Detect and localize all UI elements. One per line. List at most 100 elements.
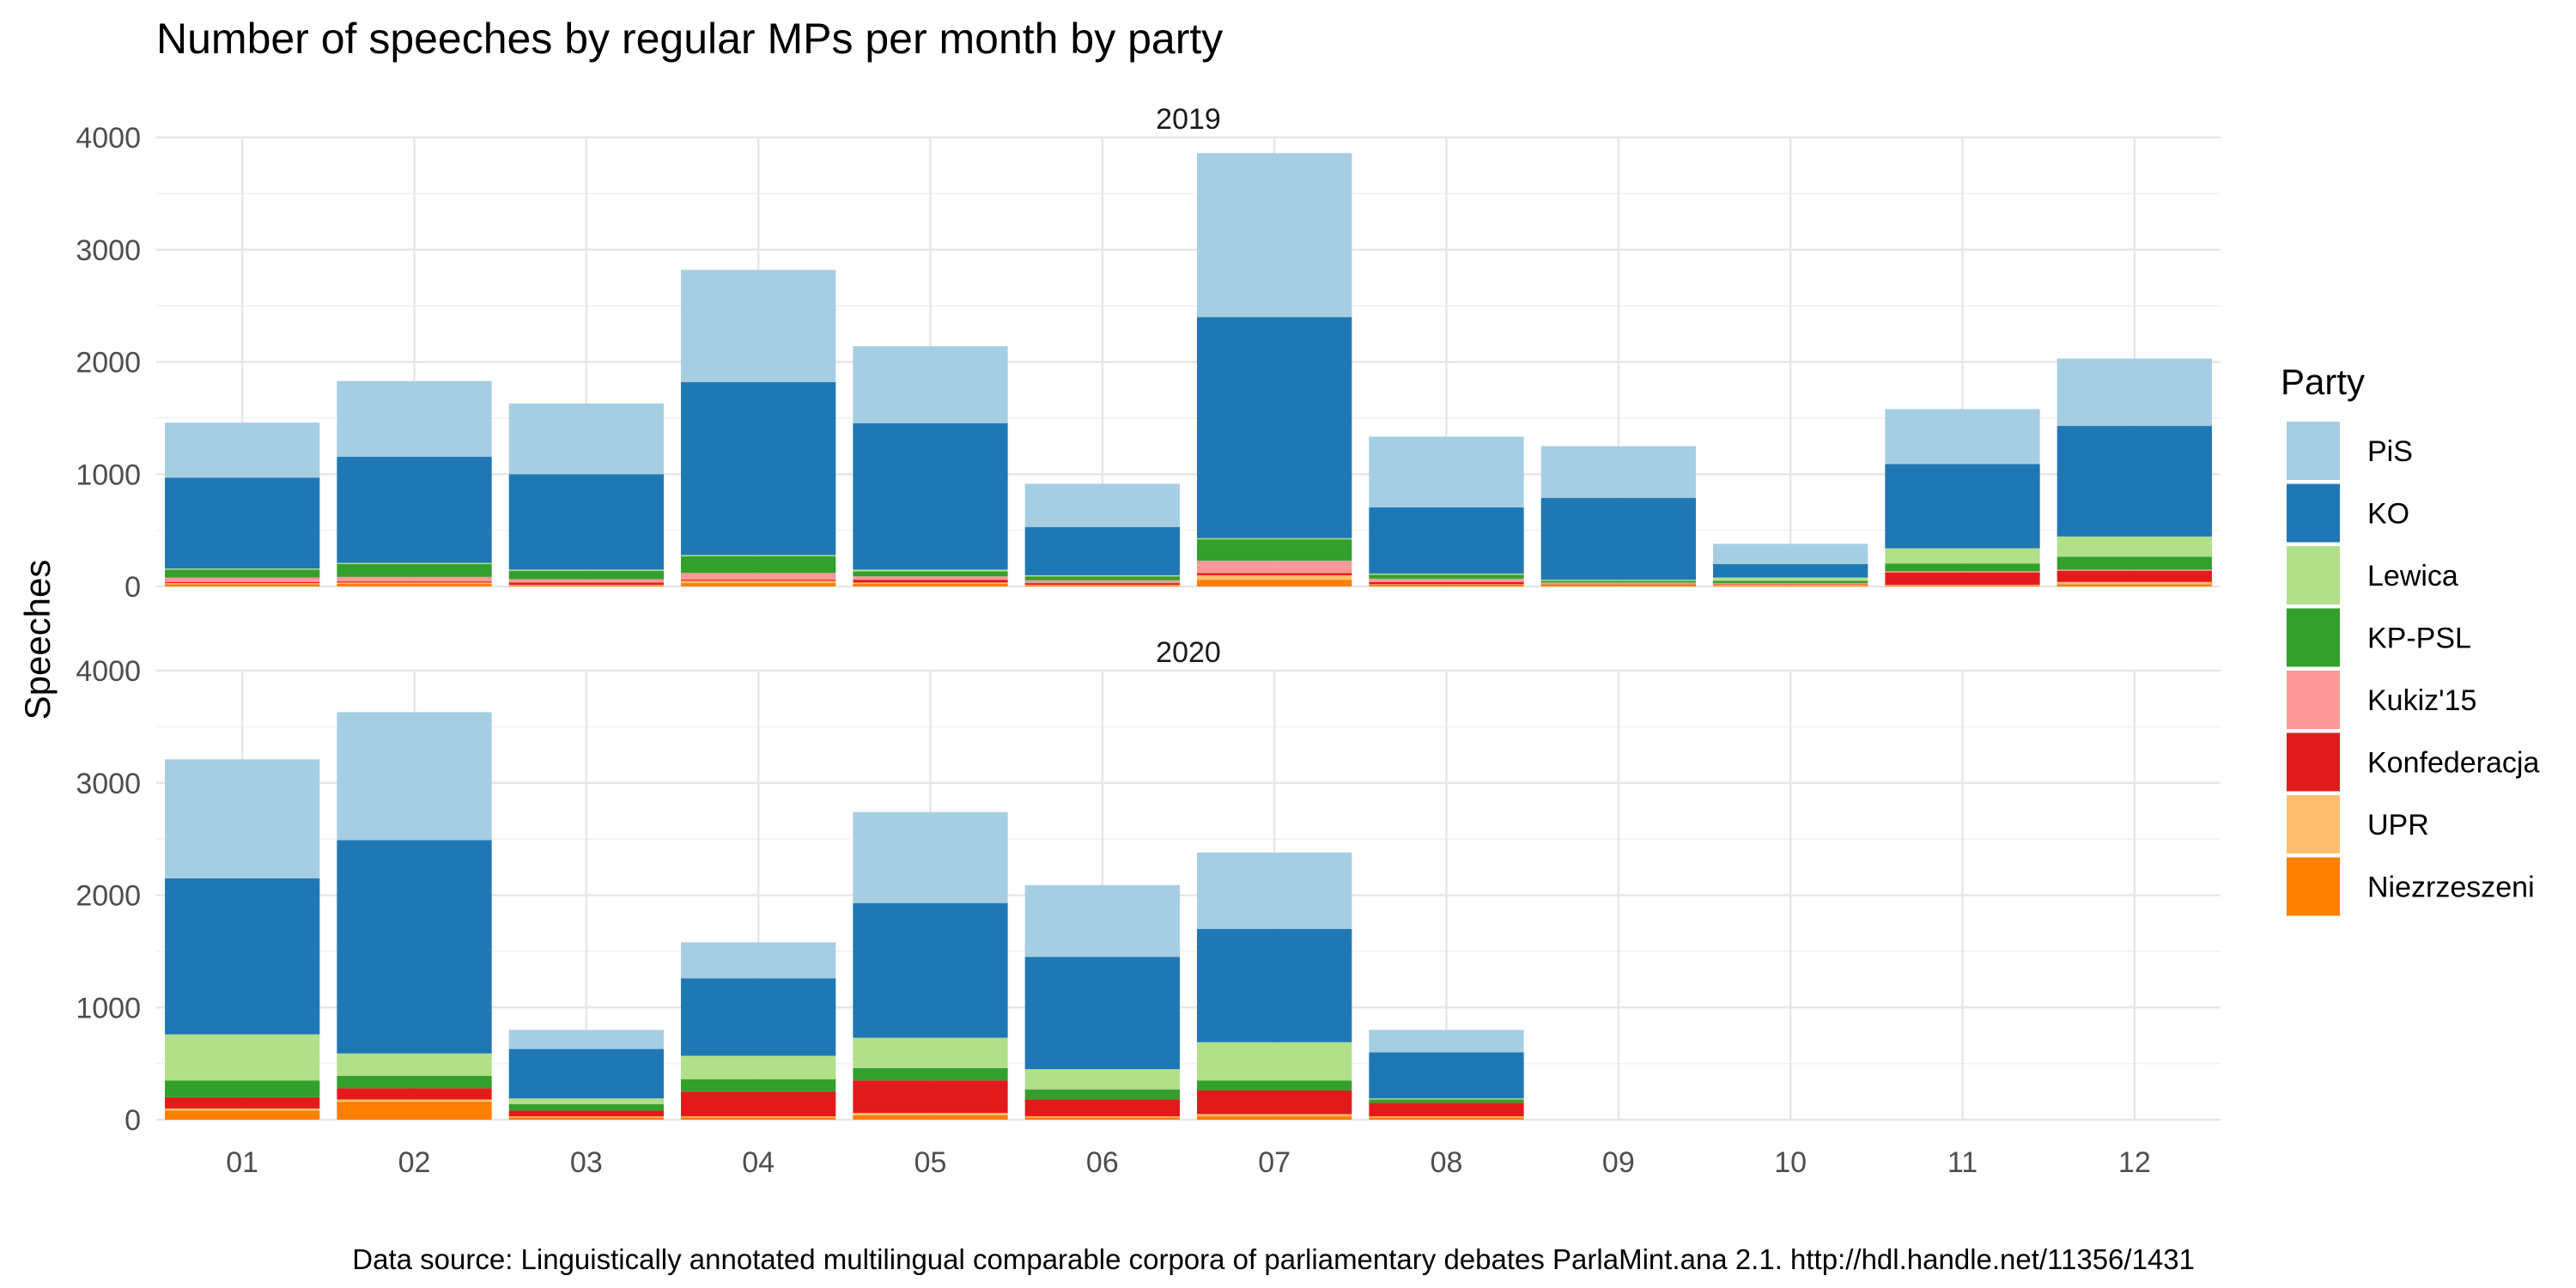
bar-stack-2019-08 [1369, 436, 1524, 586]
bar-pis [853, 346, 1008, 423]
bar-konfederacja [1024, 583, 1180, 586]
bar-kp-psl [853, 1067, 1008, 1081]
bar-upr [853, 1113, 1008, 1115]
bar-niezrzeszeni [853, 1115, 1008, 1120]
bar-kp-psl [337, 1076, 492, 1089]
bar-lewica [1885, 548, 2040, 564]
bar-kp-psl [1197, 539, 1352, 561]
bar-kp-psl [508, 570, 664, 580]
y-tick-label: 3000 [76, 768, 141, 800]
bar-konfederacja [165, 1097, 320, 1109]
x-tick-label: 07 [1258, 1146, 1291, 1179]
bar-pis [337, 712, 492, 841]
bar-ko [1197, 928, 1352, 1042]
y-tick-label: 0 [125, 1104, 141, 1137]
bar-lewica [165, 1034, 320, 1081]
bar-ko [1024, 957, 1180, 1070]
bar-kp-psl [337, 563, 492, 577]
bar-konfederacja [1369, 581, 1524, 585]
bar-ko [853, 902, 1008, 1038]
x-tick-label: 02 [398, 1146, 431, 1179]
legend-label: UPR [2367, 809, 2429, 841]
x-tick-label: 09 [1602, 1146, 1635, 1179]
bar-lewica [853, 569, 1008, 572]
bar-upr [2057, 581, 2212, 585]
bar-kukiz-15 [337, 576, 492, 582]
legend-item-pis: PiS [2287, 422, 2413, 480]
legend-title: Party [2281, 361, 2365, 402]
bar-stack-2019-03 [508, 403, 664, 586]
y-axis-label: Speeches [17, 560, 58, 720]
bar-niezrzeszeni [2057, 584, 2212, 586]
bar-lewica [508, 1098, 664, 1104]
bar-konfederacja [853, 580, 1008, 583]
bar-lewica [1197, 1042, 1352, 1081]
bar-ko [337, 840, 492, 1054]
bar-stack-2019-11 [1885, 409, 2040, 586]
bar-upr [165, 1108, 320, 1111]
bar-pis [1024, 884, 1180, 957]
bar-pis [508, 1030, 664, 1049]
bar-lewica [681, 1055, 836, 1079]
legend-label: Niezrzeszeni [2367, 872, 2535, 904]
facet-panels: 2019 0 1000 2000 3000 4000 2020 0 1000 2000 3000 40… [76, 103, 2221, 1137]
bar-stack-2019-01 [165, 422, 320, 586]
bar-pis [1197, 153, 1352, 318]
bar-kukiz-15 [2057, 569, 2212, 571]
legend-item-upr: UPR [2287, 795, 2429, 854]
legend-key [2287, 857, 2340, 916]
bar-konfederacja [508, 1110, 664, 1117]
bar-upr [1369, 1116, 1524, 1118]
bar-pis [165, 422, 320, 478]
legend: Party PiS KO Lewica KP-PSL Kukiz'15 Konfedera… [2281, 361, 2539, 916]
bar-lewica [1369, 1098, 1524, 1100]
bar-pis [681, 942, 836, 979]
bar-upr [681, 1116, 836, 1118]
bar-kp-psl [1885, 563, 2040, 572]
bar-upr [337, 1099, 492, 1103]
bar-niezrzeszeni [853, 583, 1008, 586]
bar-kp-psl [1024, 1089, 1180, 1100]
x-axis: 01 02 03 04 05 06 07 08 09 10 11 12 [226, 1146, 2150, 1179]
bar-stack-2020-05 [853, 811, 1008, 1120]
bar-konfederacja [1885, 572, 2040, 586]
bar-upr [1197, 574, 1352, 580]
legend-item-niezrzeszeni: Niezrzeszeni [2287, 857, 2535, 916]
bar-upr [1024, 585, 1180, 586]
bar-upr [1540, 584, 1696, 586]
bar-lewica [681, 555, 836, 556]
panel-label: 2019 [1156, 103, 1221, 136]
bar-stack-2020-01 [165, 759, 320, 1120]
bar-konfederacja [165, 581, 320, 584]
bar-pis [1024, 483, 1180, 527]
legend-label: KP-PSL [2367, 623, 2471, 655]
bar-ko [508, 474, 664, 570]
bar-kp-psl [508, 1103, 664, 1111]
bar-konfederacja [681, 1091, 836, 1117]
bar-pis [1885, 409, 2040, 465]
bar-upr [853, 582, 1008, 584]
x-tick-label: 10 [1774, 1146, 1807, 1179]
bar-stack-2020-06 [1024, 884, 1180, 1120]
bar-ko [1713, 563, 1868, 578]
bar-stack-2020-08 [1369, 1030, 1524, 1120]
bar-konfederacja [1024, 1099, 1180, 1117]
bar-kukiz-15 [1024, 580, 1180, 584]
bar-stack-2020-03 [508, 1030, 664, 1120]
bar-stack-2019-02 [337, 380, 492, 586]
legend-key [2287, 483, 2340, 543]
bar-lewica [1713, 577, 1868, 581]
bar-konfederacja [853, 1080, 1008, 1114]
bar-niezrzeszeni [508, 1117, 664, 1120]
bar-kukiz-15 [1197, 560, 1352, 574]
legend-key [2287, 732, 2340, 792]
bar-pis [1369, 436, 1524, 507]
bar-lewica [337, 1053, 492, 1077]
bar-upr [1369, 584, 1524, 586]
bar-kp-psl [853, 571, 1008, 577]
bar-lewica [165, 568, 320, 570]
legend-label: Kukiz'15 [2367, 684, 2476, 717]
bar-ko [681, 382, 836, 556]
bar-konfederacja [508, 582, 664, 586]
